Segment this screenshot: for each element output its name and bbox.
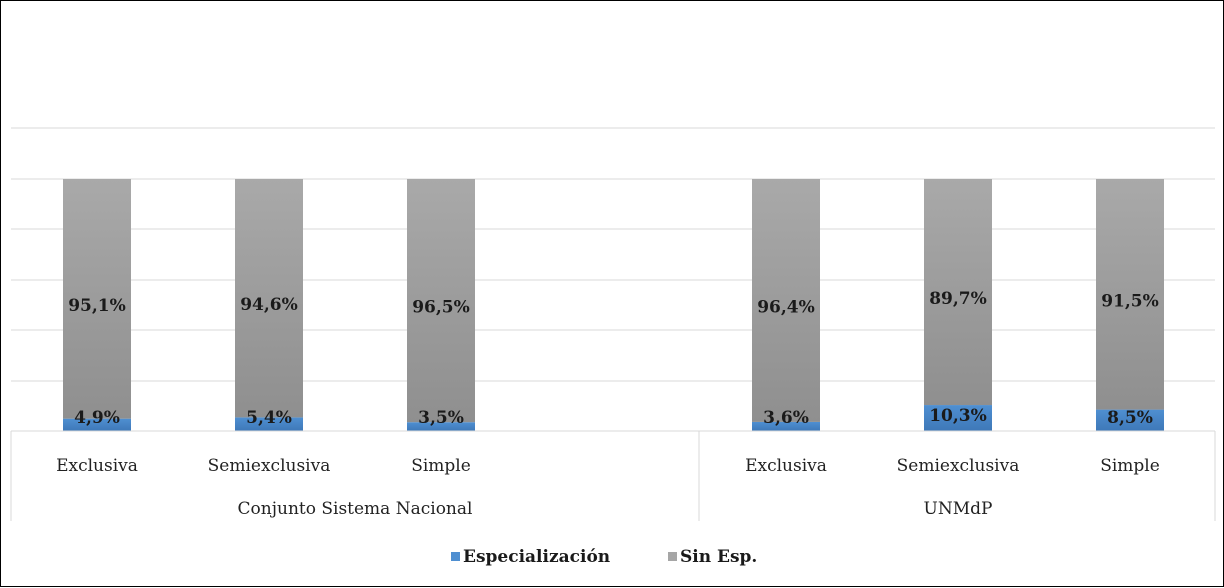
x-tick-label: Exclusiva xyxy=(56,456,138,476)
bar-especializacion xyxy=(235,417,303,431)
data-label-especializacion: 5,4% xyxy=(246,408,292,428)
data-label-especializacion: 8,5% xyxy=(1107,408,1153,428)
data-label-sin-esp: 91,5% xyxy=(1101,291,1159,311)
x-tick-label: Semiexclusiva xyxy=(208,456,331,476)
data-label-especializacion: 3,5% xyxy=(418,408,464,428)
data-label-sin-esp: 95,1% xyxy=(68,296,126,316)
bar-sin-esp xyxy=(407,179,475,423)
data-label-sin-esp: 96,4% xyxy=(757,297,815,317)
bar-sin-esp xyxy=(924,179,992,406)
data-labels: 95,1% 4,9% 94,6% 5,4% 96,5% 3,5% 96,4% 3,6% 89,7… xyxy=(68,289,1159,428)
x-tick-label: Simple xyxy=(411,456,471,476)
data-label-sin-esp: 96,5% xyxy=(412,298,470,318)
bar-sin-esp xyxy=(1096,179,1164,410)
bar-especializacion xyxy=(1096,409,1164,431)
bar-sin-esp xyxy=(752,179,820,422)
bar-especializacion xyxy=(407,422,475,431)
bar-especializacion xyxy=(63,418,131,431)
data-label-especializacion: 4,9% xyxy=(74,408,120,428)
bar-especializacion xyxy=(924,405,992,431)
data-label-sin-esp: 94,6% xyxy=(240,295,298,315)
gridlines xyxy=(11,127,1215,382)
bar-sin-esp xyxy=(63,179,131,419)
legend-swatch xyxy=(668,552,677,561)
legend-label: Sin Esp. xyxy=(680,547,757,567)
bars xyxy=(63,179,1164,431)
x-group-label: Conjunto Sistema Nacional xyxy=(238,499,473,519)
data-label-especializacion: 10,3% xyxy=(929,406,987,426)
bar-sin-esp xyxy=(235,179,303,418)
x-axis: Exclusiva Semiexclusiva Simple Exclusiva Sem… xyxy=(10,430,1216,521)
x-group-label: UNMdP xyxy=(924,499,993,519)
legend-swatch xyxy=(451,552,460,561)
x-tick-label: Semiexclusiva xyxy=(897,456,1020,476)
x-tick-label: Simple xyxy=(1100,456,1160,476)
x-tick-label: Exclusiva xyxy=(745,456,827,476)
legend: Especialización Sin Esp. xyxy=(451,547,757,567)
data-label-sin-esp: 89,7% xyxy=(929,289,987,309)
data-label-especializacion: 3,6% xyxy=(763,408,809,428)
bar-especializacion xyxy=(752,421,820,431)
legend-label: Especialización xyxy=(463,547,610,567)
